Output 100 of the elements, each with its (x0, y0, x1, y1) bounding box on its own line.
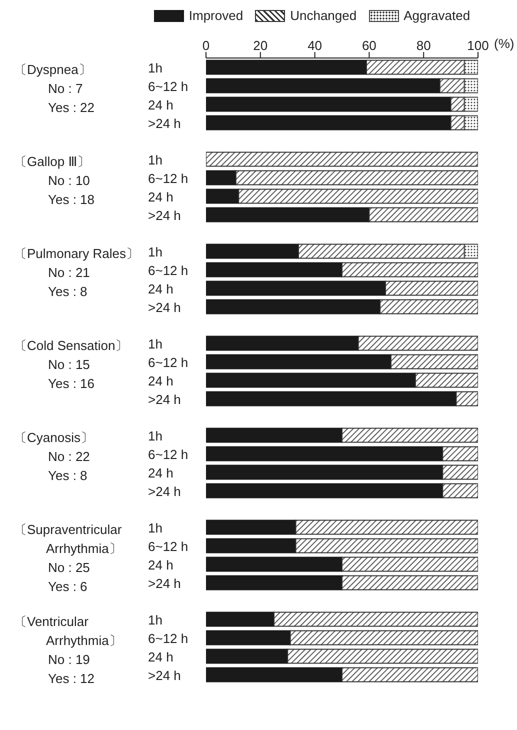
bar (456, 391, 478, 406)
y-tick-label: 6~12 h (148, 538, 188, 554)
legend-label: Improved (188, 8, 244, 23)
text: Yes : 22 (47, 99, 96, 117)
text: 〔Pulmonary Rales〕 (13, 245, 140, 263)
text: 〔Cyanosis〕 (13, 429, 94, 447)
bar (206, 170, 236, 186)
y-tick-label: >24 h (148, 668, 181, 683)
y-tick-label: 24 h (148, 97, 174, 112)
bar (206, 612, 274, 627)
text: 〔Supraventricular Arrhythmia〕 (13, 521, 123, 558)
text: Yes : 18 (47, 191, 96, 209)
bar (206, 96, 452, 112)
bar (380, 299, 478, 314)
y-tick-label: 24 h (148, 557, 174, 572)
text: No : 7 (47, 80, 84, 98)
y-tick-label: 1h (148, 520, 162, 536)
text: No : 22 (47, 448, 91, 466)
bar (206, 244, 299, 259)
legend-label: Aggravated (402, 8, 470, 23)
y-tick-label: >24 h (148, 300, 181, 315)
bar (235, 170, 478, 186)
bar (206, 630, 291, 646)
bar (414, 372, 478, 388)
bar (450, 96, 465, 112)
y-tick-label: 1h (148, 612, 162, 628)
bar (206, 667, 342, 682)
bar (206, 391, 457, 406)
y-tick-label: 1h (148, 60, 162, 76)
bar (366, 60, 465, 75)
bar (274, 612, 478, 627)
y-tick-label: 1h (148, 428, 162, 444)
text: Yes : 6 (47, 578, 88, 596)
bar (206, 152, 478, 167)
y-tick-label: 6~12 h (148, 446, 188, 462)
y-tick-label: 6~12 h (148, 262, 188, 278)
text: 〔Cold Sensation〕 (13, 337, 130, 355)
y-tick-label: 24 h (148, 189, 174, 204)
y-tick-label: >24 h (148, 208, 181, 223)
bar (298, 244, 465, 259)
x-tick-label: 0 (202, 38, 210, 53)
x-axis-title: (%) (494, 36, 514, 51)
bar (206, 78, 440, 94)
y-tick-label: >24 h (148, 392, 181, 407)
bar (464, 78, 478, 94)
text: 〔Gallop Ⅲ〕 (13, 153, 92, 171)
bar (206, 188, 240, 204)
x-tick-label: 40 (308, 38, 322, 53)
text: 〔Ventricular Arrhythmia〕 (13, 613, 123, 650)
y-tick-label: 1h (148, 336, 162, 352)
bar (206, 207, 370, 222)
bar (206, 648, 288, 664)
x-tick-label: 100 (467, 38, 489, 53)
bar (385, 280, 478, 296)
x-tick-label: 60 (362, 38, 376, 53)
bar (439, 78, 465, 94)
bar (206, 262, 342, 278)
bar (342, 667, 478, 682)
y-tick-label: 1h (148, 152, 162, 168)
y-tick-label: >24 h (148, 576, 181, 591)
y-tick-label: 6~12 h (148, 78, 188, 94)
y-tick-label: 24 h (148, 465, 174, 480)
text: 〔Dyspnea〕 (13, 61, 92, 79)
bar (368, 207, 478, 222)
bar (287, 648, 478, 664)
text: No : 10 (47, 172, 91, 190)
y-tick-label: 1h (148, 244, 162, 260)
text: No : 19 (47, 651, 91, 669)
bar (450, 115, 465, 130)
text: Yes : 12 (47, 670, 96, 688)
bar (206, 280, 386, 296)
legend-label: Unchanged (289, 8, 357, 23)
bar (464, 60, 478, 75)
y-tick-label: 6~12 h (148, 170, 188, 186)
y-tick-label: 6~12 h (148, 354, 188, 370)
y-tick-label: 24 h (148, 373, 174, 388)
text: No : 25 (47, 559, 91, 577)
x-tick-label: 20 (253, 38, 268, 53)
y-tick-label: >24 h (148, 484, 181, 499)
bar (390, 354, 478, 370)
y-tick-label: 6~12 h (148, 630, 188, 646)
bar (206, 299, 381, 314)
y-tick-label: 24 h (148, 649, 174, 664)
text: No : 21 (47, 264, 91, 282)
bar (290, 630, 478, 646)
bar (206, 372, 416, 388)
x-tick-label: 80 (416, 38, 431, 53)
text: Yes : 16 (47, 375, 96, 393)
text: Yes : 8 (47, 283, 88, 301)
bar (342, 262, 478, 278)
bar (464, 244, 478, 259)
bar (238, 188, 478, 204)
bar (464, 96, 478, 112)
bar (206, 115, 452, 130)
bar (464, 115, 478, 130)
bar (206, 336, 359, 351)
text: No : 15 (47, 356, 91, 374)
y-tick-label: >24 h (148, 116, 181, 131)
y-tick-label: 24 h (148, 281, 174, 296)
bar (358, 336, 478, 351)
